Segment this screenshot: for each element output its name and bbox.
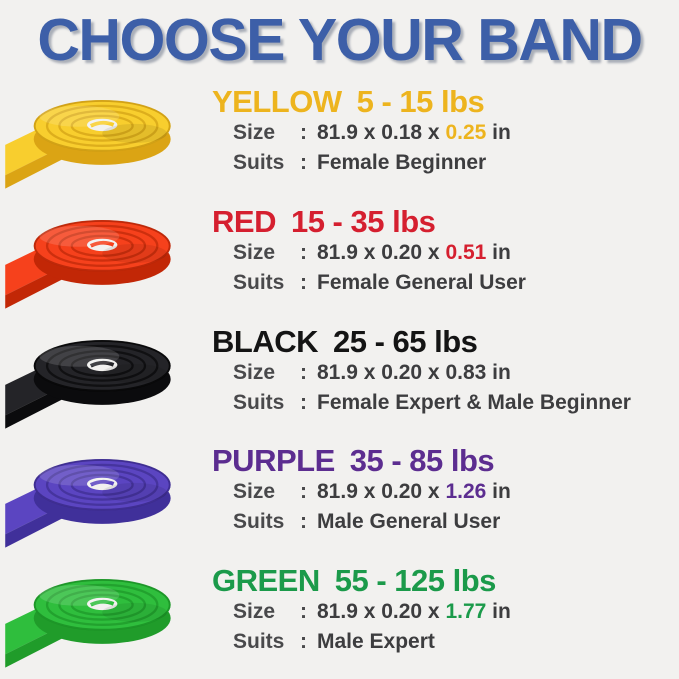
size-unit: in [492, 600, 511, 624]
band-coil-graphic [5, 459, 171, 548]
suits-label: Suits [233, 390, 285, 414]
band-name: PURPLE [212, 443, 335, 479]
size-unit: in [492, 480, 511, 504]
size-colon: : [300, 360, 307, 384]
size-colon: : [300, 600, 307, 624]
band-info: BLACK 25 - 65 lbs Size : 81.9 x 0.20 x 0.… [212, 320, 679, 440]
band-coil-image [0, 80, 212, 200]
size-highlight: 0.25 [445, 121, 487, 144]
size-highlight: 1.77 [445, 600, 487, 624]
band-heading: RED 15 - 35 lbs [212, 205, 679, 238]
size-prefix: 81.9 x 0.20 x [317, 600, 440, 624]
band-info: GREEN 55 - 125 lbs Size : 81.9 x 0.20 x 1… [212, 559, 679, 679]
suits-label: Suits [233, 151, 285, 174]
band-heading: PURPLE 35 - 85 lbs [212, 444, 679, 477]
band-coil-image [0, 200, 212, 320]
size-prefix: 81.9 x 0.18 x [317, 121, 440, 144]
band-weight-range: 55 - 125 lbs [334, 563, 497, 599]
suits-colon: : [300, 390, 307, 414]
page-title: CHOOSE YOUR BAND [37, 7, 643, 73]
band-name: YELLOW [212, 84, 342, 119]
size-label: Size [233, 480, 276, 504]
band-weight-range: 15 - 35 lbs [290, 203, 436, 239]
size-label: Size [233, 240, 276, 264]
band-heading: YELLOW 5 - 15 lbs [212, 85, 679, 118]
band-coil-graphic [5, 339, 171, 429]
size-colon: : [300, 121, 307, 144]
suits-colon: : [300, 270, 307, 294]
band-size-row: Size : 81.9 x 0.20 x 1.26 in [233, 477, 679, 507]
size-highlight: 0.51 [445, 240, 487, 264]
suits-colon: : [300, 630, 307, 654]
size-label: Size [233, 121, 276, 144]
band-coil-graphic [5, 579, 171, 668]
suits-colon: : [300, 151, 307, 174]
band-weight-range: 35 - 85 lbs [349, 443, 495, 479]
band-suits-row: Suits : Female Expert & Male Beginner [233, 388, 679, 418]
band-info: RED 15 - 35 lbs Size : 81.9 x 0.20 x 0.51… [212, 200, 679, 320]
band-list: YELLOW 5 - 15 lbs Size : 81.9 x 0.18 x 0.… [0, 80, 679, 679]
band-size-row: Size : 81.9 x 0.18 x 0.25 in [233, 118, 679, 148]
size-label: Size [233, 360, 276, 384]
suits-value: Male Expert [317, 630, 435, 654]
band-info: PURPLE 35 - 85 lbs Size : 81.9 x 0.20 x 1… [212, 439, 679, 559]
band-name: BLACK [212, 323, 319, 359]
band-coil-image [0, 320, 212, 440]
suits-label: Suits [233, 270, 285, 294]
band-row-yellow: YELLOW 5 - 15 lbs Size : 81.9 x 0.18 x 0.… [0, 80, 679, 200]
band-row-purple: PURPLE 35 - 85 lbs Size : 81.9 x 0.20 x 1… [0, 439, 679, 559]
band-coil-graphic [5, 99, 171, 189]
band-info: YELLOW 5 - 15 lbs Size : 81.9 x 0.18 x 0.… [212, 80, 679, 200]
size-value: 81.9 x 0.20 x 0.83 in [317, 358, 511, 388]
band-suits-row: Suits : Male Expert [233, 627, 679, 657]
band-row-black: BLACK 25 - 65 lbs Size : 81.9 x 0.20 x 0.… [0, 320, 679, 440]
band-name: GREEN [212, 563, 320, 599]
size-prefix: 81.9 x 0.20 x [317, 360, 440, 384]
size-colon: : [300, 240, 307, 264]
suits-value: Male General User [317, 510, 501, 534]
band-size-row: Size : 81.9 x 0.20 x 1.77 in [233, 597, 679, 627]
size-colon: : [300, 480, 307, 504]
band-row-red: RED 15 - 35 lbs Size : 81.9 x 0.20 x 0.51… [0, 200, 679, 320]
band-heading: GREEN 55 - 125 lbs [212, 564, 679, 597]
size-highlight: 0.83 [445, 360, 487, 384]
band-coil-graphic [5, 219, 171, 309]
size-value: 81.9 x 0.20 x 1.77 in [317, 597, 511, 627]
size-unit: in [492, 360, 511, 384]
band-row-green: GREEN 55 - 125 lbs Size : 81.9 x 0.20 x 1… [0, 559, 679, 679]
band-suits-row: Suits : Female General User [233, 268, 679, 298]
band-heading: BLACK 25 - 65 lbs [212, 325, 679, 358]
band-suits-row: Suits : Female Beginner [233, 148, 679, 178]
band-weight-range: 5 - 15 lbs [356, 84, 485, 119]
size-value: 81.9 x 0.20 x 0.51 in [317, 238, 511, 268]
suits-label: Suits [233, 630, 285, 654]
band-name: RED [212, 203, 276, 239]
suits-value: Female General User [317, 270, 526, 294]
band-coil-image [0, 559, 212, 679]
size-unit: in [492, 121, 511, 144]
band-size-row: Size : 81.9 x 0.20 x 0.83 in [233, 358, 679, 388]
size-prefix: 81.9 x 0.20 x [317, 480, 440, 504]
band-weight-range: 25 - 65 lbs [333, 323, 478, 359]
size-value: 81.9 x 0.20 x 1.26 in [317, 477, 511, 507]
band-suits-row: Suits : Male General User [233, 507, 679, 537]
size-prefix: 81.9 x 0.20 x [317, 240, 440, 264]
size-highlight: 1.26 [445, 480, 487, 504]
band-coil-image [0, 439, 212, 559]
band-size-row: Size : 81.9 x 0.20 x 0.51 in [233, 238, 679, 268]
size-label: Size [233, 600, 276, 624]
size-value: 81.9 x 0.18 x 0.25 in [317, 118, 511, 148]
suits-value: Female Beginner [317, 151, 487, 174]
size-unit: in [492, 240, 511, 264]
suits-colon: : [300, 510, 307, 534]
suits-value: Female Expert & Male Beginner [317, 390, 631, 414]
suits-label: Suits [233, 510, 285, 534]
